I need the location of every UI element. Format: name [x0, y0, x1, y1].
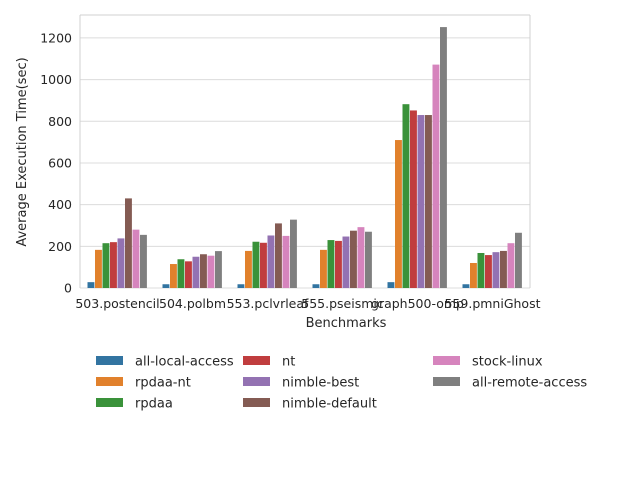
bars	[87, 27, 522, 289]
bar-rpdaa-nt-553.pclvrleaf	[245, 250, 252, 288]
bar-nt-503.postencil	[110, 242, 117, 288]
y-tick-label: 200	[48, 239, 72, 254]
x-tick-label: 555.pseismic	[301, 296, 384, 311]
bar-all-remote-access-503.postencil	[140, 234, 147, 288]
bar-rpdaa-nt-graph500-omp	[395, 140, 402, 288]
bar-all-remote-access-553.pclvrleaf	[290, 219, 297, 288]
bar-rpdaa-504.polbm	[177, 259, 185, 288]
bar-all-remote-access-555.pseismic	[365, 231, 372, 288]
y-tick-label: 1000	[40, 72, 72, 87]
legend-swatch	[96, 398, 123, 407]
bar-nimble-default-553.pclvrleaf	[275, 223, 282, 288]
x-tick-label: graph500-omp	[371, 296, 464, 311]
bar-stock-linux-graph500-omp	[432, 64, 440, 288]
bar-all-local-access-555.pseismic	[312, 284, 320, 288]
bar-all-remote-access-graph500-omp	[440, 27, 447, 289]
bar-stock-linux-553.pclvrleaf	[282, 235, 290, 288]
y-tick-label: 1200	[40, 30, 72, 45]
legend-item-nimble-best: nimble-best	[243, 376, 359, 391]
bar-nt-559.pmniGhost	[485, 255, 492, 288]
legend-label: nt	[282, 355, 295, 370]
legend-swatch	[96, 377, 123, 386]
y-tick-label: 0	[64, 281, 72, 296]
bar-rpdaa-nt-504.polbm	[170, 264, 177, 288]
legend-swatch	[96, 356, 123, 365]
bar-nimble-default-graph500-omp	[425, 115, 432, 288]
legend-swatch	[433, 377, 460, 386]
bar-rpdaa-553.pclvrleaf	[252, 241, 260, 288]
bar-nimble-best-graph500-omp	[417, 115, 425, 288]
bar-stock-linux-503.postencil	[132, 229, 140, 288]
bar-all-local-access-553.pclvrleaf	[237, 284, 245, 288]
bar-rpdaa-nt-555.pseismic	[320, 249, 327, 288]
legend-item-all-local-access: all-local-access	[96, 355, 234, 370]
legend-label: all-remote-access	[472, 376, 587, 391]
bar-nimble-default-559.pmniGhost	[500, 250, 507, 288]
bar-nt-555.pseismic	[335, 240, 342, 288]
x-axis-title: Benchmarks	[306, 316, 387, 331]
bar-all-local-access-504.polbm	[162, 284, 170, 288]
x-tick-labels: 503.postencil 504.polbm 553.pclvrleaf555.p…	[75, 296, 540, 311]
grid-lines	[79, 14, 531, 289]
legend-item-nt: nt	[243, 355, 295, 370]
y-tick-label: 800	[48, 114, 72, 129]
bar-stock-linux-555.pseismic	[357, 227, 365, 288]
bar-rpdaa-503.postencil	[102, 243, 110, 288]
bar-stock-linux-559.pmniGhost	[507, 243, 515, 288]
y-axis-title: Average Execution Time(sec)	[15, 57, 30, 246]
legend-label: stock-linux	[472, 355, 543, 370]
bar-all-remote-access-504.polbm	[215, 251, 222, 288]
bar-nt-graph500-omp	[410, 110, 417, 288]
legend-label: all-local-access	[135, 355, 234, 370]
bar-rpdaa-nt-503.postencil	[95, 249, 102, 288]
y-tick-label: 400	[48, 197, 72, 212]
legend-swatch	[243, 356, 270, 365]
legend-swatch	[433, 356, 460, 365]
legend-item-stock-linux: stock-linux	[433, 355, 543, 370]
bar-nimble-best-503.postencil	[117, 238, 125, 288]
legend-swatch	[243, 398, 270, 407]
bar-all-local-access-559.pmniGhost	[462, 284, 470, 288]
bar-nimble-best-504.polbm	[192, 256, 200, 288]
bar-nt-504.polbm	[185, 261, 192, 288]
legend: all-local-access rpdaa-nt rpdaa nt nimble-be…	[96, 355, 587, 412]
bar-rpdaa-nt-559.pmniGhost	[470, 262, 477, 288]
bar-all-remote-access-559.pmniGhost	[515, 232, 522, 288]
bar-rpdaa-graph500-omp	[402, 104, 410, 288]
bar-nimble-default-504.polbm	[200, 254, 207, 288]
x-tick-label: 503.postencil	[75, 296, 159, 311]
bar-rpdaa-559.pmniGhost	[477, 252, 485, 288]
x-tick-label: 553.pclvrleaf	[227, 296, 309, 311]
legend-item-all-remote-access: all-remote-access	[433, 376, 587, 391]
bar-nimble-default-555.pseismic	[350, 230, 357, 288]
bar-nimble-best-553.pclvrleaf	[267, 235, 275, 288]
legend-item-rpdaa: rpdaa	[96, 397, 173, 412]
legend-item-nimble-default: nimble-default	[243, 397, 377, 412]
bar-nimble-best-559.pmniGhost	[492, 252, 500, 288]
bar-nt-553.pclvrleaf	[260, 242, 267, 288]
y-tick-label: 600	[48, 155, 72, 170]
legend-label: nimble-default	[282, 397, 377, 412]
x-tick-label: 504.polbm	[159, 296, 226, 311]
bar-nimble-default-503.postencil	[125, 198, 132, 288]
bar-rpdaa-555.pseismic	[327, 240, 335, 288]
y-tick-labels: 0 200 400 600 800 1000 1200	[40, 30, 72, 295]
legend-label: nimble-best	[282, 376, 359, 391]
bar-nimble-best-555.pseismic	[342, 236, 350, 288]
legend-label: rpdaa	[135, 397, 173, 412]
legend-swatch	[243, 377, 270, 386]
bar-stock-linux-504.polbm	[207, 255, 215, 288]
bar-all-local-access-graph500-omp	[387, 282, 395, 288]
legend-item-rpdaa-nt: rpdaa-nt	[96, 376, 191, 391]
legend-label: rpdaa-nt	[135, 376, 191, 391]
bar-all-local-access-503.postencil	[87, 282, 95, 288]
x-tick-label: 559.pmniGhost	[444, 296, 540, 311]
